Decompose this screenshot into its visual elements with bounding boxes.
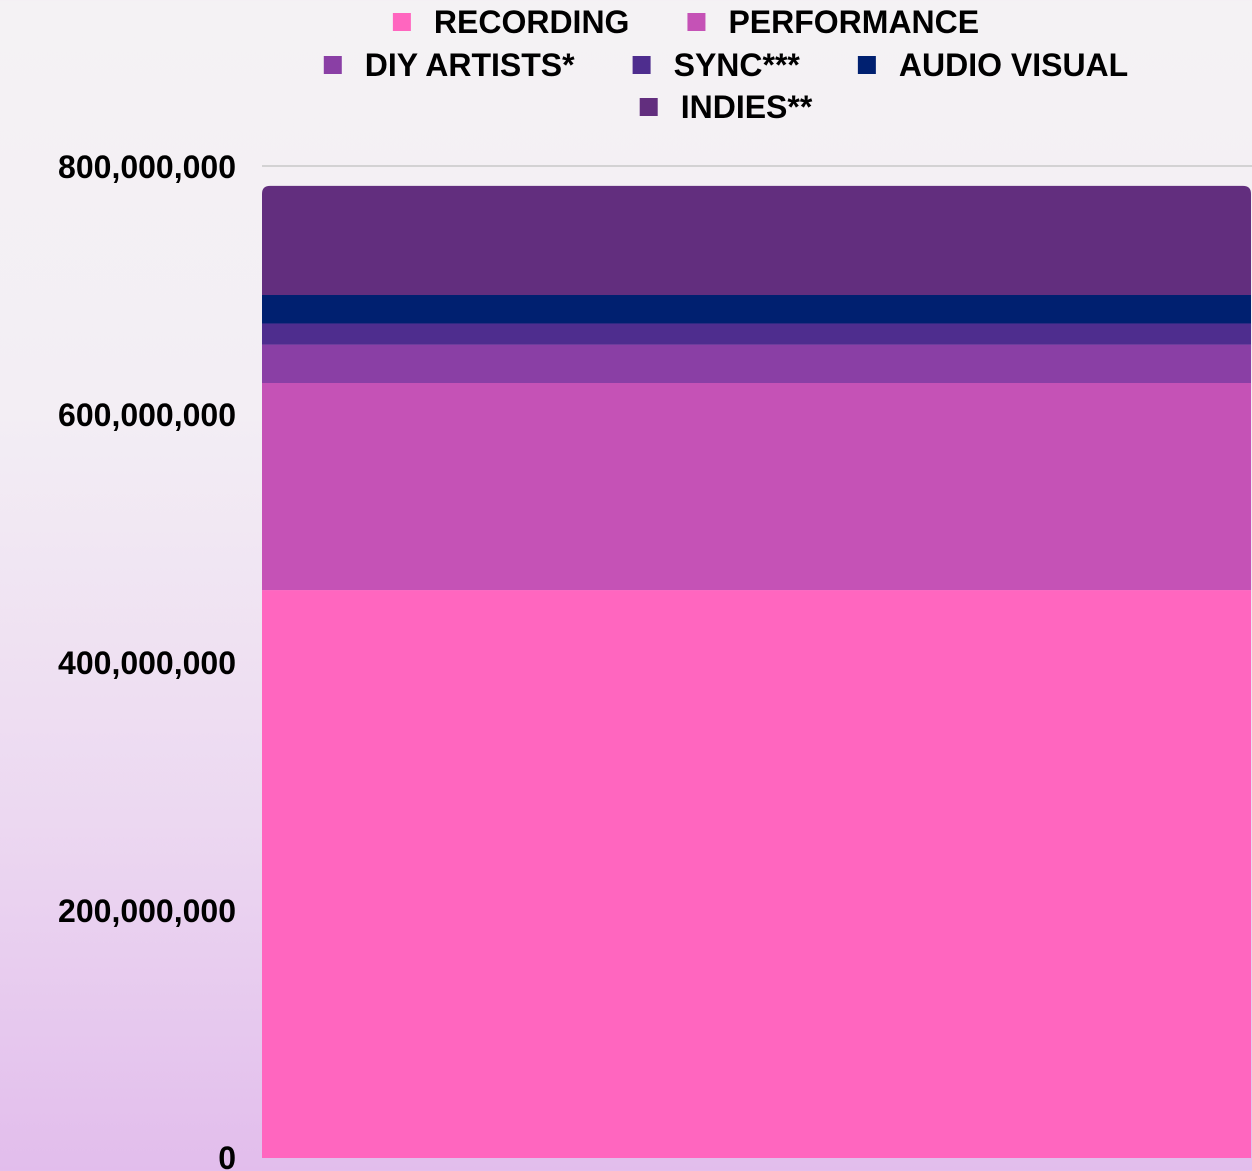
y-tick-label: 0 <box>218 1140 236 1171</box>
legend-label: PERFORMANCE <box>728 4 979 40</box>
legend-label: RECORDING <box>434 4 630 40</box>
bar-segment-recording <box>262 590 1251 1158</box>
legend-swatch <box>392 13 411 31</box>
bar-stack <box>262 185 1251 1158</box>
legend-swatch <box>632 56 651 74</box>
legend-label: SYNC*** <box>674 47 801 83</box>
y-tick-label: 800,000,000 <box>58 149 236 185</box>
bar-segment-diy-artists <box>262 344 1251 383</box>
legend-row: DIY ARTISTS* SYNC*** AUDIO VISUAL <box>323 47 1128 83</box>
legend-item: RECORDING <box>392 4 630 40</box>
bar-segment-indies <box>262 185 1251 295</box>
bar-segment-performance <box>262 383 1251 591</box>
legend-label: AUDIO VISUAL <box>899 47 1128 83</box>
bar-segment-audio-visual <box>262 294 1251 324</box>
legend-item: INDIES** <box>639 89 813 125</box>
legend-swatch <box>639 98 658 116</box>
legend-label: INDIES** <box>681 89 813 125</box>
bar-segment-sync <box>262 323 1251 345</box>
legend-label: DIY ARTISTS* <box>365 47 575 83</box>
legend-swatch <box>323 56 342 74</box>
legend-row: INDIES** <box>639 89 813 125</box>
y-tick-label: 600,000,000 <box>58 397 236 433</box>
legend-item: AUDIO VISUAL <box>857 47 1128 83</box>
legend-row: RECORDING PERFORMANCE <box>392 4 979 40</box>
y-tick-label: 200,000,000 <box>58 893 236 929</box>
y-axis-tick-labels: 0 200,000,000 400,000,000 600,000,000 800,00… <box>58 149 236 1171</box>
y-tick-label: 400,000,000 <box>58 645 236 681</box>
legend-swatch <box>857 56 876 74</box>
legend-swatch <box>687 13 706 31</box>
legend: RECORDING PERFORMANCE DIY ARTISTS* SYNC*** A… <box>323 4 1128 125</box>
legend-item: PERFORMANCE <box>687 4 979 40</box>
legend-item: DIY ARTISTS* <box>323 47 575 83</box>
legend-item: SYNC*** <box>632 47 801 83</box>
